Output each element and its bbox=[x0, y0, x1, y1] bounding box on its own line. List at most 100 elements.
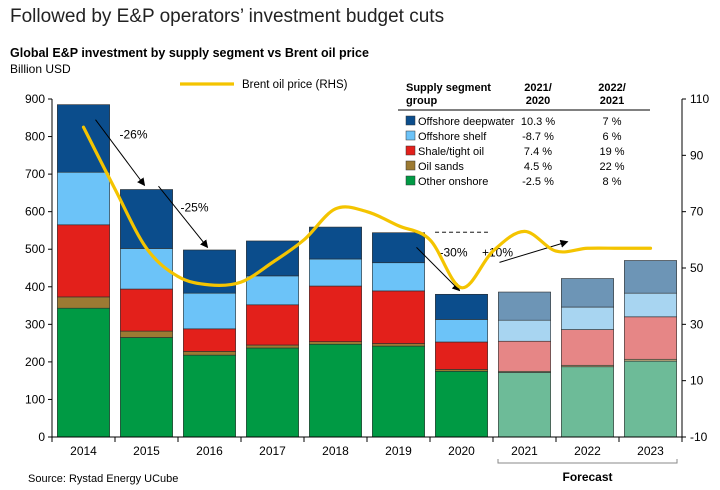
bar-segment-other-onshore-2019 bbox=[372, 345, 425, 438]
table-segment-label: Shale/tight oil bbox=[418, 146, 484, 158]
table-swatch bbox=[405, 175, 416, 186]
table-value-2022: 22 % bbox=[599, 161, 624, 173]
y-tick-label: 300 bbox=[25, 317, 45, 331]
bar-segment-shale-tight-oil-2023 bbox=[624, 316, 677, 360]
change-label-2014-2015: -26% bbox=[119, 127, 147, 141]
table-swatch bbox=[405, 145, 416, 156]
table-value-2021: 10.3 % bbox=[521, 116, 555, 128]
x-tick-label: 2022 bbox=[574, 444, 601, 458]
bar-segment-offshore-deepwater-2021 bbox=[498, 291, 551, 321]
table-value-2022: 19 % bbox=[599, 146, 624, 158]
bar-segment-offshore-shelf-2016 bbox=[183, 292, 236, 330]
table-value-2021: 4.5 % bbox=[524, 161, 552, 173]
table-value-2021: -8.7 % bbox=[522, 131, 554, 143]
y2-tick-label: -10 bbox=[690, 430, 708, 444]
table-value-2021: 7.4 % bbox=[524, 146, 552, 158]
bar-segment-offshore-shelf-2018 bbox=[309, 258, 362, 287]
bar-segment-shale-tight-oil-2014 bbox=[57, 224, 110, 298]
table-segment-label: Oil sands bbox=[418, 161, 464, 173]
table-swatch bbox=[405, 115, 416, 126]
bar-segment-offshore-deepwater-2020 bbox=[435, 293, 488, 320]
bar-segment-other-onshore-2017 bbox=[246, 347, 299, 438]
x-tick-label: 2014 bbox=[70, 444, 97, 458]
table-value-2022: 6 % bbox=[603, 131, 622, 143]
change-arrow-2019-2020 bbox=[416, 246, 461, 292]
bar-segment-offshore-deepwater-2018 bbox=[309, 226, 362, 260]
bar-segment-shale-tight-oil-2016 bbox=[183, 328, 236, 352]
bar-segment-oil-sands-2014 bbox=[57, 296, 110, 309]
bar-segment-shale-tight-oil-2020 bbox=[435, 341, 488, 370]
table-swatch bbox=[405, 160, 416, 171]
bar-segment-shale-tight-oil-2022 bbox=[561, 329, 614, 366]
x-tick-label: 2019 bbox=[385, 444, 412, 458]
x-tick-label: 2021 bbox=[511, 444, 538, 458]
bar-segment-offshore-shelf-2023 bbox=[624, 292, 677, 318]
y2-tick-label: 30 bbox=[690, 317, 704, 331]
bar-segment-shale-tight-oil-2018 bbox=[309, 285, 362, 342]
table-header-2-line-2: 2021 bbox=[600, 95, 624, 107]
bar-segment-offshore-deepwater-2019 bbox=[372, 232, 425, 264]
y-tick-label: 200 bbox=[25, 355, 45, 369]
table-header-1-line-2: 2020 bbox=[526, 95, 550, 107]
page-title: Followed by E&P operators’ investment bu… bbox=[10, 6, 445, 27]
y2-tick-label: 50 bbox=[690, 261, 704, 275]
y-tick-label: 0 bbox=[38, 430, 45, 444]
y-tick-label: 500 bbox=[25, 242, 45, 256]
y-tick-label: 800 bbox=[25, 130, 45, 144]
bar-segment-other-onshore-2021 bbox=[498, 372, 551, 438]
table-segment-label: Offshore shelf bbox=[418, 131, 487, 143]
y-axis-unit-label: Billion USD bbox=[10, 62, 71, 76]
y2-tick-label: 110 bbox=[690, 92, 709, 106]
bars bbox=[57, 104, 677, 438]
brent-price-line bbox=[81, 125, 653, 290]
bar-segment-offshore-deepwater-2022 bbox=[561, 278, 614, 308]
table-value-2022: 8 % bbox=[603, 176, 622, 188]
bar-segment-offshore-shelf-2020 bbox=[435, 319, 488, 343]
bar-segment-shale-tight-oil-2021 bbox=[498, 340, 551, 372]
bar-segment-oil-sands-2015 bbox=[120, 330, 173, 338]
brent-price-line-path bbox=[81, 125, 653, 290]
table-swatch bbox=[405, 130, 416, 141]
change-arrow-2014-2015 bbox=[95, 119, 146, 187]
table-header-0-line-1: Supply segment bbox=[406, 82, 491, 94]
bar-segment-other-onshore-2016 bbox=[183, 354, 236, 438]
change-arrow-2021-2022 bbox=[499, 239, 569, 263]
y-tick-label: 100 bbox=[25, 392, 45, 406]
x-tick-label: 2016 bbox=[196, 444, 223, 458]
bar-segment-offshore-shelf-2017 bbox=[246, 275, 299, 306]
table-value-2022: 7 % bbox=[603, 116, 622, 128]
bar-segment-other-onshore-2015 bbox=[120, 337, 173, 438]
bar-segment-offshore-deepwater-2016 bbox=[183, 249, 236, 294]
change-label-2015-2016: -25% bbox=[180, 201, 208, 215]
bar-segment-offshore-deepwater-2017 bbox=[246, 240, 299, 277]
y2-tick-label: 70 bbox=[690, 205, 704, 219]
bar-segment-oil-sands-2019 bbox=[372, 343, 425, 347]
axes: 0 100 200 300 400 500 600 700 800 900 -10 10 30 50 70 9… bbox=[25, 92, 709, 458]
forecast-label: Forecast bbox=[562, 470, 612, 484]
y-tick-label: 900 bbox=[25, 92, 45, 106]
x-tick-label: 2020 bbox=[448, 444, 475, 458]
bar-segment-other-onshore-2020 bbox=[435, 370, 488, 438]
chart-title: Global E&P investment by supply segment … bbox=[10, 46, 369, 60]
table-header-0-line-2: group bbox=[406, 95, 437, 107]
source-note: Source: Rystad Energy UCube bbox=[28, 473, 179, 485]
y2-tick-label: 10 bbox=[690, 374, 704, 388]
legend: Brent oil price (RHS) bbox=[180, 79, 348, 91]
bar-segment-offshore-deepwater-2023 bbox=[624, 260, 677, 294]
bar-segment-other-onshore-2022 bbox=[561, 366, 614, 438]
table-segment-label: Other onshore bbox=[418, 176, 488, 188]
bar-segment-offshore-shelf-2014 bbox=[57, 171, 110, 226]
bar-segment-oil-sands-2017 bbox=[246, 344, 299, 349]
y-tick-label: 600 bbox=[25, 205, 45, 219]
change-arrow-2015-2016 bbox=[158, 185, 209, 249]
table-header-1-line-1: 2021/ bbox=[524, 82, 552, 94]
x-tick-label: 2017 bbox=[259, 444, 286, 458]
change-label-2019-2020: -30% bbox=[439, 246, 467, 260]
table-background bbox=[398, 77, 650, 197]
table-header-2-line-1: 2022/ bbox=[598, 82, 626, 94]
bar-segment-offshore-shelf-2022 bbox=[561, 306, 614, 330]
bar-segment-shale-tight-oil-2015 bbox=[120, 288, 173, 332]
bar-segment-shale-tight-oil-2019 bbox=[372, 290, 425, 344]
